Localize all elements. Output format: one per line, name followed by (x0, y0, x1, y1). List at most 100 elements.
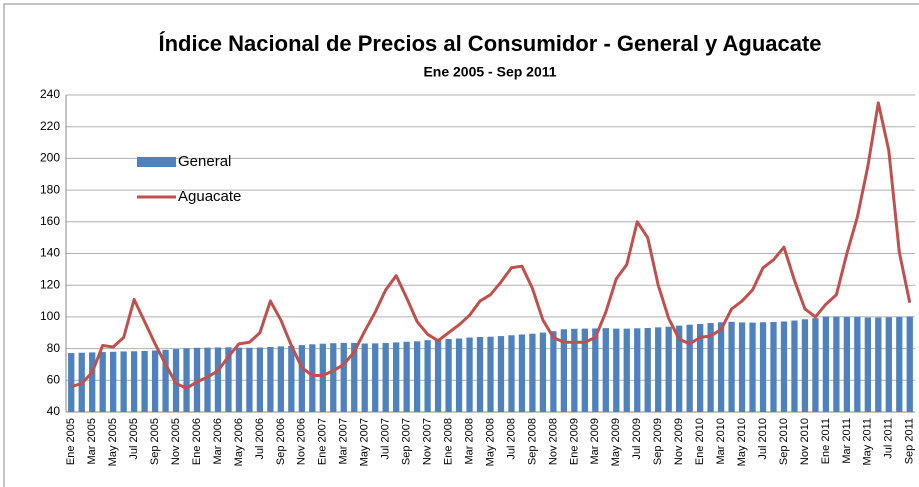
x-tick-label: May 2007 (359, 418, 371, 466)
x-tick-label: Nov 2008 (547, 418, 559, 465)
bar (854, 316, 861, 412)
x-tick-label: May 2009 (610, 418, 622, 466)
bar (571, 328, 578, 412)
chart-subtitle: Ene 2005 - Sep 2011 (423, 64, 556, 80)
bar (696, 324, 704, 412)
bar (225, 347, 232, 412)
x-tick-label: Nov 2005 (170, 418, 182, 465)
x-tick-label: Jul 2009 (631, 418, 643, 460)
bar (885, 317, 892, 412)
x-tick-label: Mar 2006 (212, 418, 224, 464)
bar (728, 321, 735, 412)
bar (623, 328, 630, 412)
x-tick-label: Nov 2006 (296, 418, 308, 465)
x-tick-label: Jul 2010 (757, 418, 769, 460)
bar (246, 347, 253, 412)
bar (277, 346, 285, 412)
bar (120, 351, 127, 412)
bar (434, 339, 442, 412)
bar (466, 337, 473, 412)
bar (288, 345, 295, 412)
bar (644, 327, 651, 412)
bar (812, 318, 819, 412)
bar (602, 328, 609, 412)
bar (267, 347, 274, 412)
x-tick-label: Mar 2005 (86, 418, 98, 464)
bar (351, 342, 358, 412)
bar (214, 347, 222, 412)
bar (382, 343, 389, 412)
bar (822, 316, 830, 412)
y-tick-label: 140 (40, 246, 60, 260)
bar (235, 347, 243, 412)
bar (476, 337, 484, 412)
bar (424, 340, 431, 412)
bar (550, 331, 557, 412)
x-tick-label: Ene 2010 (694, 418, 706, 465)
bar (634, 328, 641, 412)
bar (686, 324, 693, 412)
bar (309, 344, 316, 412)
bar (529, 333, 536, 412)
bar (581, 328, 588, 412)
bar (340, 342, 347, 412)
bar (592, 328, 599, 412)
line (70, 101, 912, 390)
bar (759, 322, 767, 412)
bar (717, 322, 725, 412)
y-tick-label: 60 (47, 372, 61, 386)
x-tick-label: Nov 2010 (799, 418, 811, 465)
bar (906, 316, 913, 412)
x-tick-label: Sep 2005 (149, 418, 161, 465)
x-tick-label: Mar 2008 (463, 418, 475, 464)
y-tick-label: 180 (40, 182, 60, 196)
bar (193, 347, 201, 412)
bar (110, 351, 117, 412)
bar (875, 317, 882, 412)
bar (455, 338, 463, 412)
x-tick-label: Ene 2008 (442, 418, 454, 465)
bar (539, 332, 547, 412)
bar (843, 316, 851, 412)
x-tick-label: Sep 2010 (778, 418, 790, 465)
x-tick-label: Jul 2008 (505, 418, 517, 460)
y-tick-label: 160 (40, 214, 60, 228)
bar (413, 341, 421, 412)
x-tick-label: Sep 2007 (401, 418, 413, 465)
bar (99, 352, 106, 412)
y-tick-label: 40 (47, 404, 61, 418)
bar (89, 352, 96, 412)
bar (330, 343, 337, 412)
bar (298, 345, 305, 412)
legend-label: General (178, 153, 231, 170)
x-tick-label: Mar 2009 (589, 418, 601, 464)
bar (707, 323, 714, 412)
x-tick-label: May 2005 (107, 418, 119, 466)
bar (655, 327, 662, 412)
x-tick-label: Ene 2007 (317, 418, 329, 465)
bar (749, 322, 756, 412)
bar (204, 347, 211, 412)
chart-title: Índice Nacional de Precios al Consumidor… (158, 31, 821, 56)
legend-swatch (137, 157, 176, 167)
bar (256, 347, 264, 412)
x-tick-label: Sep 2011 (904, 418, 916, 464)
x-tick-label: Mar 2007 (338, 418, 350, 464)
bar (497, 336, 505, 412)
y-tick-label: 80 (47, 341, 61, 355)
bar (403, 341, 410, 412)
x-tick-label: Jul 2011 (883, 418, 895, 459)
bar (141, 350, 148, 412)
bar (393, 342, 400, 412)
y-tick-label: 100 (40, 309, 60, 323)
bar (738, 322, 746, 412)
x-tick-label: Sep 2008 (526, 418, 538, 465)
bar (801, 319, 809, 412)
bar (780, 321, 788, 412)
x-tick-label: Nov 2007 (422, 418, 434, 465)
y-tick-label: 120 (40, 277, 60, 291)
y-tick-label: 200 (40, 151, 60, 165)
bar (518, 334, 526, 412)
bar (361, 343, 368, 412)
